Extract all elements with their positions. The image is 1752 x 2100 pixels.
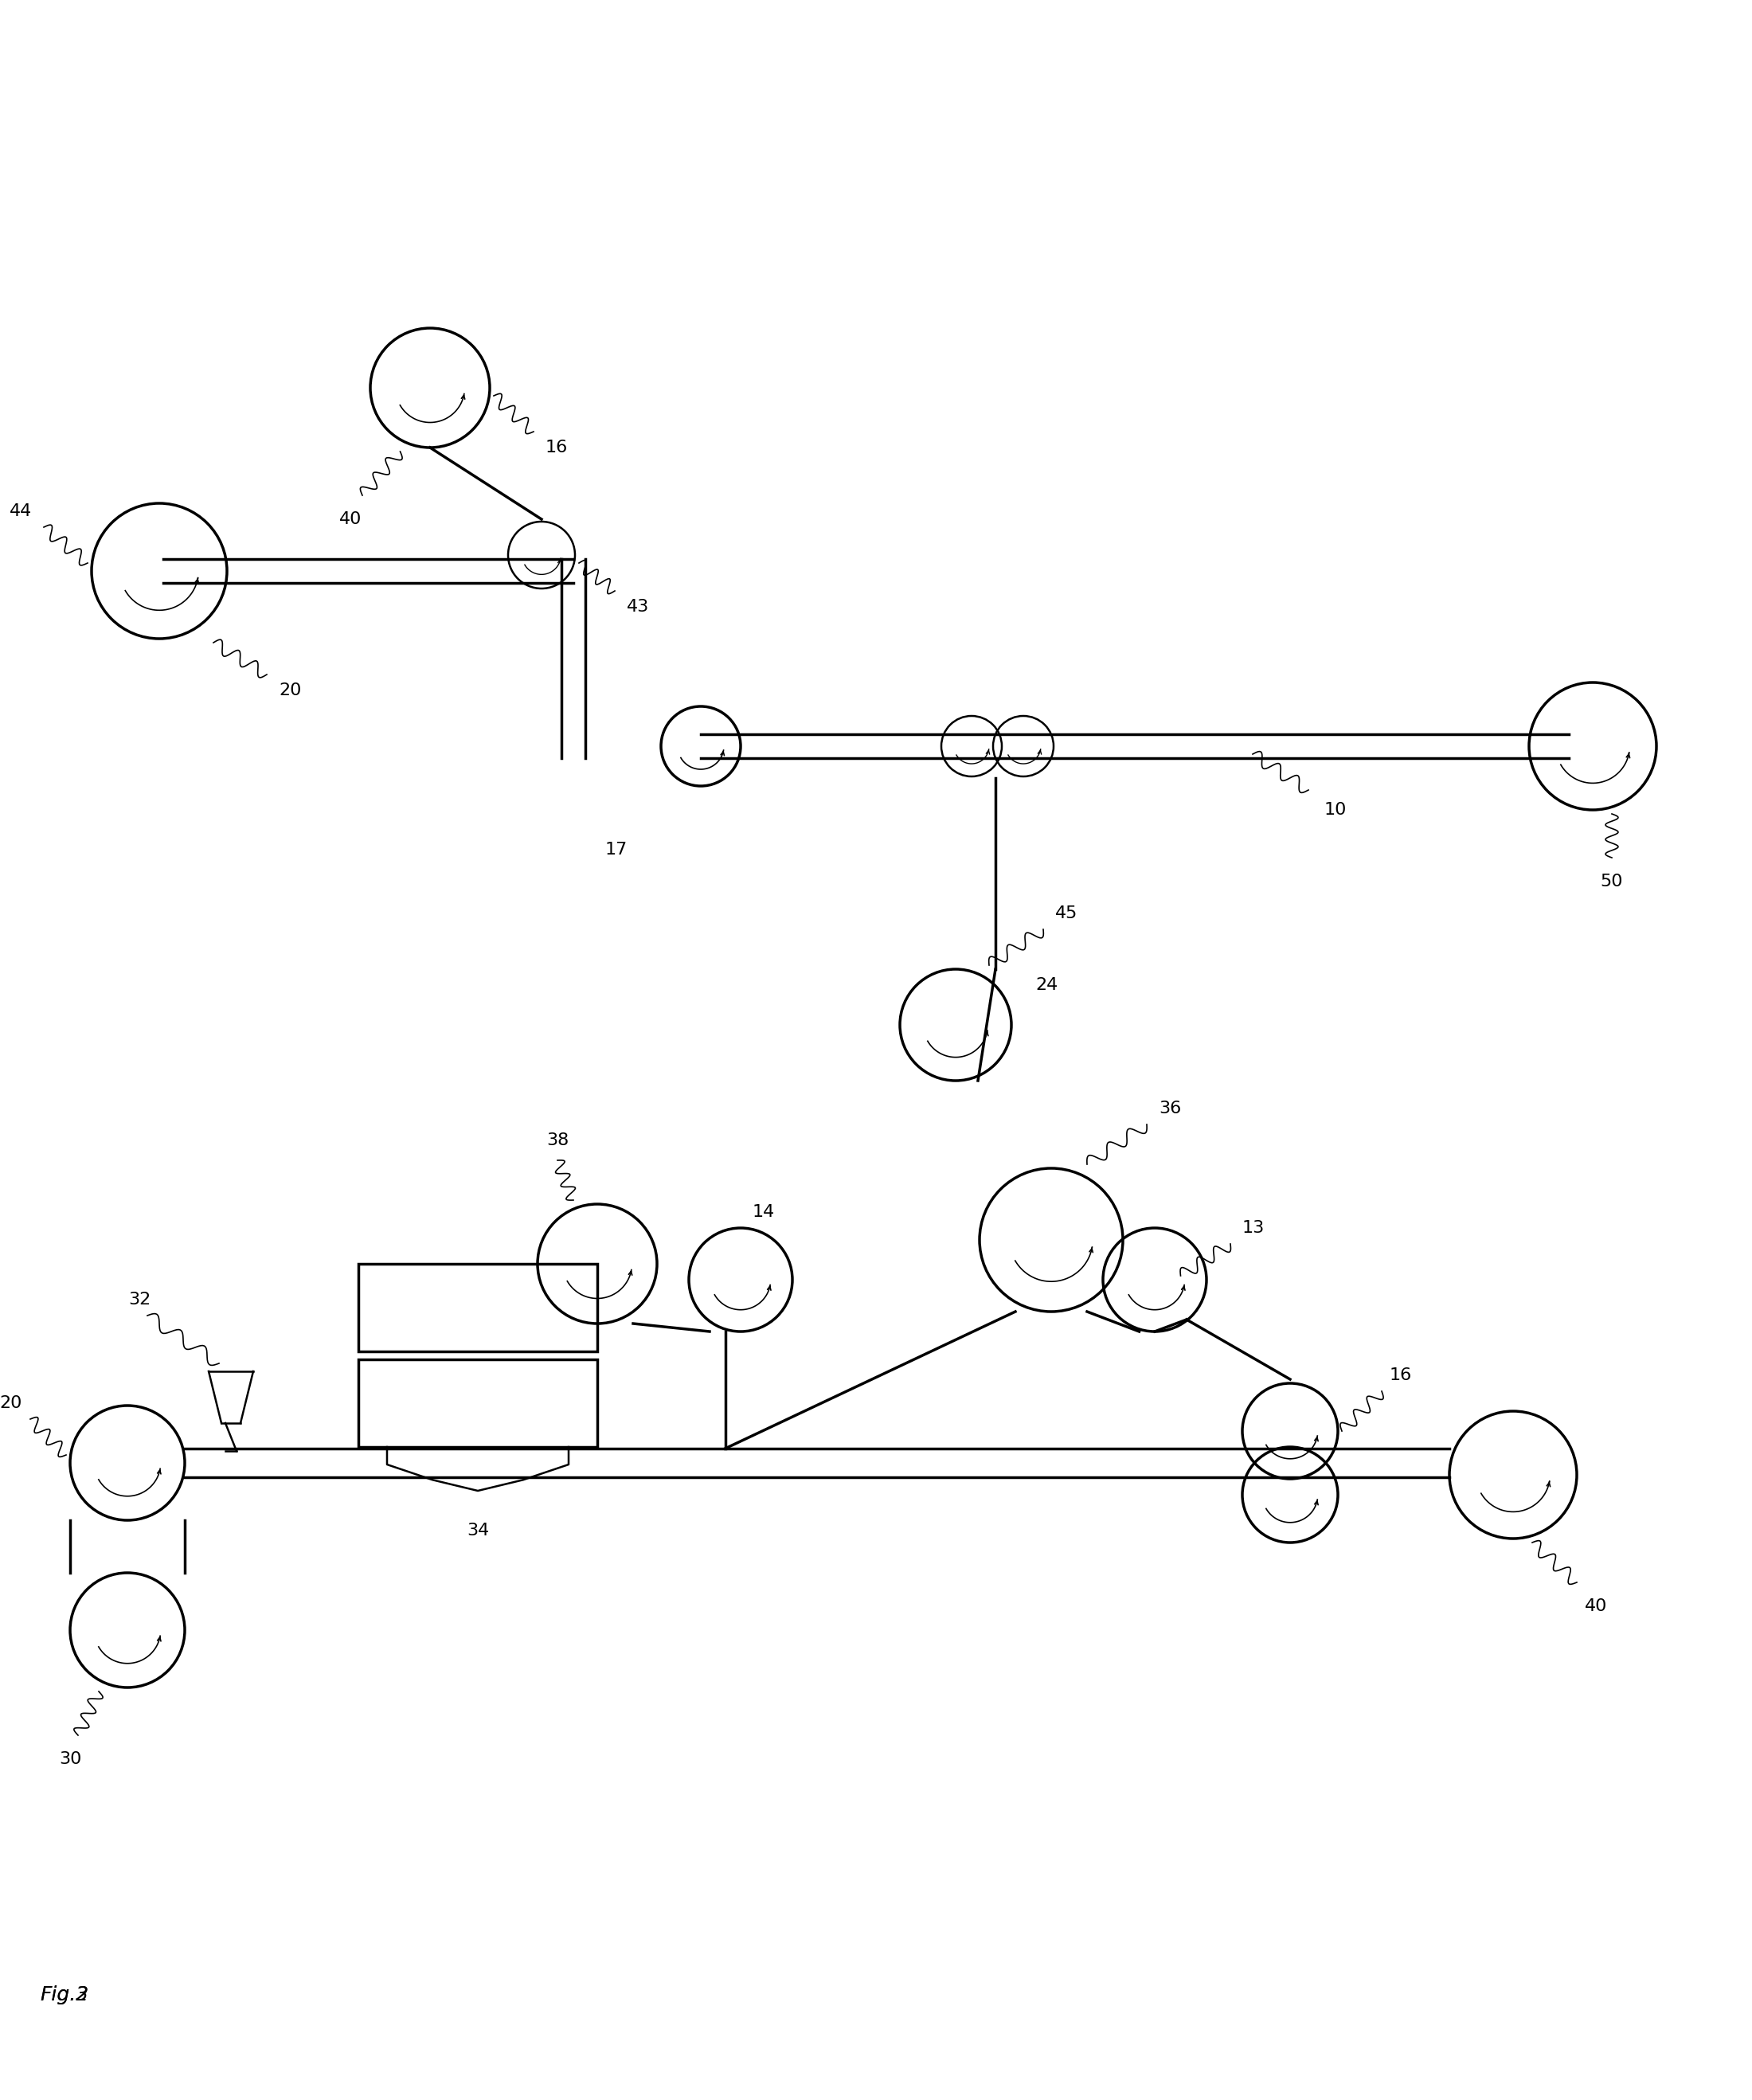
Text: 30: 30 <box>60 1751 81 1766</box>
Text: 17: 17 <box>604 842 627 857</box>
Text: Fig.2: Fig.2 <box>40 1984 89 2003</box>
Text: 32: 32 <box>128 1292 151 1308</box>
Text: 50: 50 <box>1601 874 1622 890</box>
Text: 16: 16 <box>1389 1367 1412 1384</box>
Text: 34: 34 <box>466 1522 489 1539</box>
Text: 10: 10 <box>1325 802 1347 817</box>
Text: 40: 40 <box>340 510 361 527</box>
Text: 14: 14 <box>753 1203 774 1220</box>
Text: Fig.3: Fig.3 <box>40 1984 89 2003</box>
Text: 16: 16 <box>545 439 568 456</box>
Text: 44: 44 <box>9 504 32 519</box>
Text: 45: 45 <box>1055 905 1077 922</box>
Text: 38: 38 <box>547 1132 569 1149</box>
Text: 43: 43 <box>627 598 650 615</box>
Text: 13: 13 <box>1242 1220 1265 1237</box>
Text: 40: 40 <box>1586 1598 1607 1615</box>
Bar <box>359 1264 597 1352</box>
Text: 24: 24 <box>1035 977 1058 993</box>
Text: 20: 20 <box>0 1394 23 1411</box>
Bar <box>359 1359 597 1447</box>
Text: 36: 36 <box>1158 1100 1181 1117</box>
Text: 20: 20 <box>279 682 301 699</box>
